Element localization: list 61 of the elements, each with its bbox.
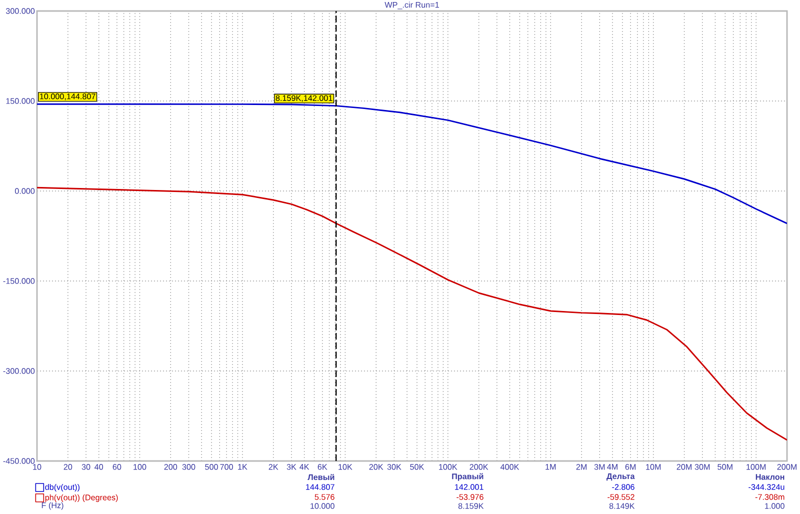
x-tick-label: 20K — [369, 464, 384, 470]
y-tick-label: 0.000 — [14, 188, 35, 194]
x-tick-label: 30K — [387, 464, 402, 470]
x-tick-label: 50M — [718, 464, 732, 470]
x-tick-label: 2K — [268, 464, 278, 470]
x-tick-label: 200K — [470, 464, 488, 470]
text: Наклон — [756, 474, 784, 480]
x-tick-label: 6K — [318, 464, 328, 470]
text: 10.000 — [310, 503, 334, 509]
x-tick-label: 500 — [205, 464, 218, 470]
legend-label: db(v(out)) — [45, 484, 80, 492]
y-tick-label: -450.000 — [3, 458, 35, 464]
x-tick-label: 10 — [33, 464, 42, 470]
text: -7.308m — [755, 494, 784, 500]
x-tick-label: 40 — [94, 464, 104, 470]
x-tick-label: 700 — [220, 464, 233, 470]
x-tick-label: 6M — [625, 464, 636, 470]
text: -59.552 — [608, 494, 634, 500]
text: -344.324u — [748, 484, 784, 490]
text: 8.149K — [609, 503, 635, 509]
y-tick-label: 300.000 — [6, 8, 35, 14]
text: Правый — [452, 473, 484, 481]
x-tick-label: 100 — [134, 464, 146, 470]
text: -53.976 — [456, 494, 484, 500]
x-tick-label: 300 — [182, 464, 196, 470]
x-tick-label: 3M — [594, 464, 605, 470]
text: 8.159K — [458, 503, 484, 509]
x-tick-label: 30 — [82, 464, 90, 470]
x-tick-label: 200M — [777, 464, 796, 470]
text: 142.001 — [455, 484, 484, 490]
x-tick-label: 200 — [164, 464, 178, 470]
text: Дельта — [606, 473, 635, 481]
x-tick-label: 20 — [64, 464, 72, 470]
legend-label: ph(v(out)) (Degrees) — [45, 494, 118, 502]
y-tick-label: -300.000 — [3, 368, 35, 374]
x-tick-label: 1M — [546, 464, 556, 470]
text: Левый — [308, 474, 334, 480]
x-tick-label: 400K — [500, 464, 520, 470]
x-tick-label: 100M — [746, 464, 766, 470]
x-tick-label: 1K — [238, 464, 248, 470]
x-tick-label: 100K — [439, 464, 458, 470]
x-tick-label: 50K — [410, 464, 424, 470]
x-tick-label: 60 — [112, 464, 122, 470]
x-tick-label: 30M — [694, 464, 710, 470]
x-tick-label: 10M — [646, 464, 661, 470]
x-axis-title: F (Hz) — [42, 502, 64, 510]
text: 144.807 — [306, 484, 334, 490]
text: 1.000 — [765, 503, 784, 509]
y-tick-label: 150.000 — [6, 98, 35, 104]
x-tick-label: 4M — [607, 464, 618, 470]
chart-title: WP_.cir Run=1 — [384, 2, 439, 10]
x-tick-label: 10K — [338, 464, 352, 470]
x-tick-label: 4K — [300, 464, 310, 470]
x-tick-label: 20M — [676, 464, 692, 470]
x-tick-label: 3K — [286, 464, 296, 470]
x-tick-label: 2M — [576, 464, 587, 470]
annotation: 10.000,144.807 — [40, 94, 96, 100]
y-tick-label: -150.000 — [3, 278, 35, 284]
annotation: 8.159K,142.001 — [276, 95, 332, 102]
text: -2.806 — [612, 484, 634, 490]
text: 5.576 — [314, 494, 334, 500]
